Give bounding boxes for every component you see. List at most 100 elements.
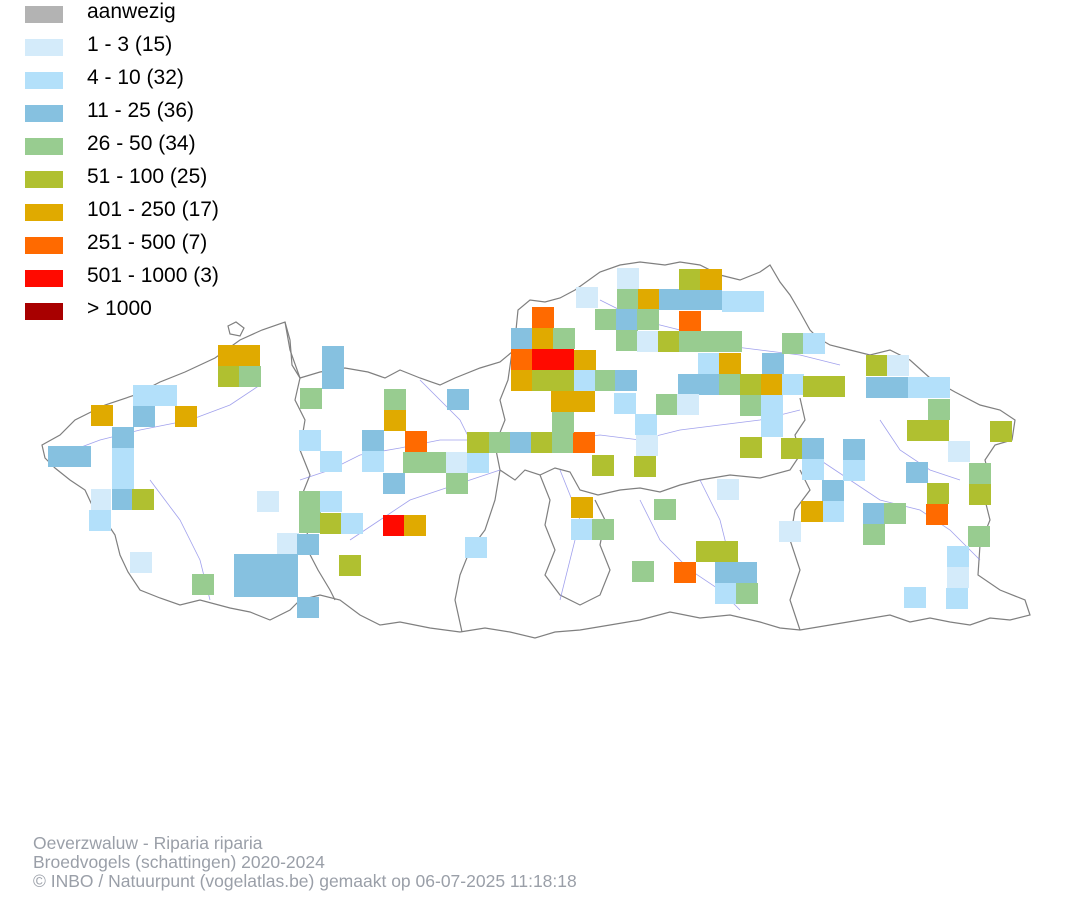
grid-cell [322,346,344,389]
grid-cell [884,503,906,524]
grid-cell [928,399,950,420]
grid-cell [112,489,132,510]
grid-cell [863,524,885,545]
grid-cell [112,469,134,490]
grid-cell [906,462,928,483]
grid-cell [926,504,948,525]
grid-cell [91,489,111,510]
legend-swatch [25,72,63,89]
grid-cell [637,309,659,330]
legend-item: 501 - 1000 (3) [25,264,285,288]
legend-swatch [25,171,63,188]
grid-cell [132,489,154,510]
grid-cell [907,420,949,441]
legend-item: 51 - 100 (25) [25,165,285,189]
grid-cell [636,435,658,456]
grid-cell [574,350,596,371]
grid-cell [552,412,574,433]
distribution-map [41,261,1031,639]
legend-item: 251 - 500 (7) [25,231,285,255]
grid-cell [908,377,950,398]
grid-cell [192,574,214,595]
grid-cell [112,427,134,448]
grid-cell [968,526,990,547]
grid-cell [91,405,113,426]
grid-cell [300,388,322,409]
grid-cell [531,432,553,453]
grid-cell [969,484,991,505]
grid-cell [133,385,177,406]
grid-cell [571,519,593,540]
grid-cell [822,480,844,501]
grid-cell [257,491,279,512]
grid-cell [112,448,134,469]
grid-cell [320,513,342,534]
grid-cell [175,406,197,427]
legend-item: 4 - 10 (32) [25,66,285,90]
grid-cell [803,333,825,354]
grid-cell [511,370,533,391]
legend-item: > 1000 [25,297,285,321]
grid-cell [700,269,722,290]
grid-cell [659,289,722,310]
legend-label: aanwezig [87,0,176,23]
grid-cell [761,395,783,437]
legend-swatch [25,303,63,320]
grid-cell [866,377,908,398]
grid-cell [634,456,656,477]
grid-cell [234,554,298,597]
grid-cell [552,432,574,453]
grid-cell [297,534,319,555]
grid-cell [782,333,804,354]
grid-cell [341,513,363,534]
legend-item: 101 - 250 (17) [25,198,285,222]
grid-cell [384,410,406,431]
grid-cell [404,515,426,536]
legend-label: 4 - 10 (32) [87,66,184,89]
legend-item: 26 - 50 (34) [25,132,285,156]
legend-label: 251 - 500 (7) [87,231,208,254]
grid-cell [843,460,865,481]
grid-cell [801,501,823,522]
legend-swatch [25,270,63,287]
legend-swatch [25,105,63,122]
grid-cell [532,349,574,370]
grid-cell [658,331,680,352]
grid-cell [740,437,762,458]
grid-cell [532,307,554,328]
grid-cell [218,366,240,387]
grid-cell [736,583,758,604]
legend-swatch [25,237,63,254]
grid-cell [822,501,844,522]
grid-cell [384,389,406,410]
grid-cell [927,483,949,504]
legend-swatch [25,204,63,221]
grid-cell [532,370,574,391]
grid-cell [510,432,532,453]
grid-cell [946,588,968,609]
grid-cell [595,370,617,391]
grid-cell [679,311,701,332]
grid-cell [696,541,738,562]
grid-cell [654,499,676,520]
legend-item: 11 - 25 (36) [25,99,285,123]
grid-cell [802,459,824,480]
grid-cell [239,366,261,387]
grid-cell [990,421,1012,442]
map-subtitle: Broedvogels (schattingen) 2020-2024 [33,852,325,872]
grid-cell [299,430,321,451]
grid-cell [553,328,575,349]
map-footer: Oeverzwaluw - Riparia riparia Broedvogel… [33,834,577,891]
grid-cell [904,587,926,608]
grid-cell [843,439,865,460]
grid-cell [762,353,784,374]
grid-cell [573,432,595,453]
grid-cell [574,370,596,391]
legend-label: 26 - 50 (34) [87,132,196,155]
grid-cell [717,479,739,500]
grid-cell [947,546,969,567]
grid-cell [362,451,384,472]
grid-cell [615,370,637,391]
grid-cell [656,394,678,415]
legend-item: aanwezig [25,0,285,24]
